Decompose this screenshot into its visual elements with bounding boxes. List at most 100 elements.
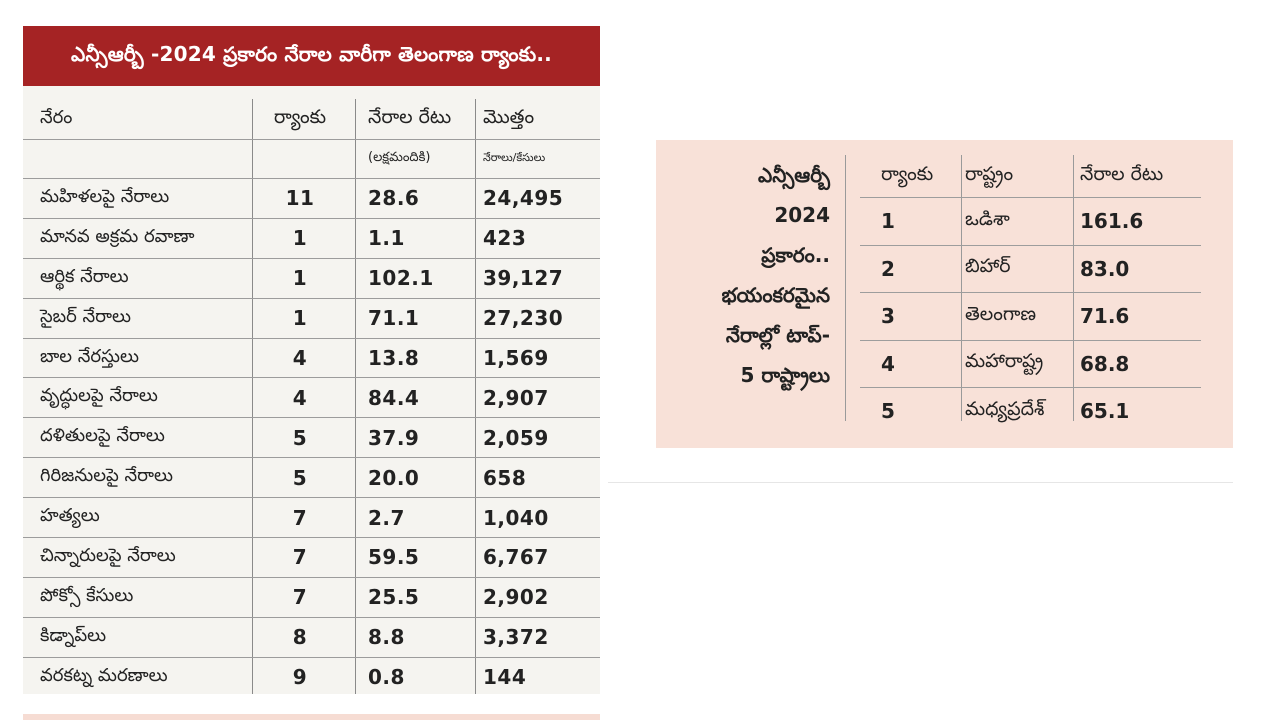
- header-total: మొత్తం: [483, 105, 535, 128]
- subheader-rate: (లక్షమందికి): [368, 150, 431, 165]
- column-divider: [1073, 155, 1074, 421]
- crime-total: 658: [483, 465, 527, 490]
- intro-line: 5 రాష్ట్రాలు: [740, 363, 830, 387]
- crime-name: గిరిజనులపై నేరాలు: [40, 465, 173, 487]
- table-row: 2 బిహార్ 83.0: [860, 246, 1201, 293]
- crime-rate: 13.8: [368, 346, 420, 370]
- crime-rate: 8.8: [368, 625, 405, 650]
- crime-rank: 7: [292, 585, 308, 610]
- table-row: 1 ఒడిశా 161.6: [860, 198, 1201, 246]
- crime-total: 2,902: [483, 585, 549, 610]
- header-rate: నేరాల రేటు: [1080, 162, 1164, 185]
- table-header-row: ర్యాంకు రాష్ట్రం నేరాల రేటు: [860, 155, 1201, 198]
- table-row: చిన్నారులపై నేరాలు 7 59.5 6,767: [23, 538, 600, 578]
- crime-name: వరకట్న మరణాలు: [40, 664, 168, 686]
- crime-name: మానవ అక్రమ రవాణా: [40, 225, 195, 247]
- intro-line: ఎన్సీఆర్బీ: [758, 163, 830, 187]
- state-rate: 83.0: [1080, 256, 1130, 281]
- crime-name: వృద్ధులపై నేరాలు: [40, 385, 158, 407]
- top5-states-table: ర్యాంకు రాష్ట్రం నేరాల రేటు 1 ఒడిశా 161.…: [860, 155, 1201, 435]
- crime-rate: 102.1: [368, 266, 434, 291]
- crime-rate: 71.1: [368, 306, 420, 331]
- header-crime: నేరం: [40, 106, 73, 128]
- crime-name: కిడ్నాప్‌లు: [40, 624, 107, 646]
- column-divider: [252, 99, 253, 694]
- header-state: రాష్ట్రం: [965, 162, 1014, 185]
- column-divider: [845, 155, 846, 421]
- crime-rank-table: నేరం ర్యాంకు నేరాల రేటు మొత్తం (లక్షమంది…: [23, 99, 600, 697]
- crime-rank: 1: [292, 306, 308, 331]
- divider: [608, 482, 1233, 483]
- crime-name: ఆర్థిక నేరాలు: [40, 265, 129, 287]
- table-row: 3 తెలంగాణ 71.6: [860, 293, 1201, 341]
- state-rank: 1: [881, 209, 895, 234]
- intro-line: భయంకరమైన: [721, 283, 830, 307]
- header-rank: ర్యాంకు: [273, 105, 327, 128]
- crime-rate: 84.4: [368, 385, 420, 410]
- state-rank: 5: [881, 399, 895, 424]
- state-rate: 68.8: [1080, 351, 1130, 376]
- crime-total: 423: [483, 226, 527, 251]
- state-rate: 65.1: [1080, 399, 1130, 424]
- state-rate: 161.6: [1080, 209, 1144, 234]
- intro-line: నేరాల్లో టాప్-: [725, 323, 830, 347]
- crime-rate: 37.9: [368, 425, 420, 450]
- crime-total: 6,767: [483, 545, 549, 570]
- crime-rate: 2.7: [368, 505, 405, 530]
- crime-rank: 4: [292, 385, 308, 410]
- crime-rank: 1: [292, 226, 308, 251]
- crime-total: 24,495: [483, 186, 564, 211]
- crime-name: బాల నేరస్తులు: [40, 345, 139, 367]
- crime-total: 27,230: [483, 306, 564, 331]
- crime-rate: 1.1: [368, 226, 405, 251]
- crime-rate: 0.8: [368, 665, 405, 690]
- intro-line: ప్రకారం..: [761, 243, 830, 267]
- telangana-crime-rank-panel: ఎన్సీఆర్బీ -2024 ప్రకారం నేరాల వారీగా తె…: [23, 26, 600, 694]
- state-name: బిహార్: [965, 255, 1011, 278]
- crime-rank: 5: [292, 465, 308, 490]
- crime-total: 1,569: [483, 346, 549, 370]
- left-table-title: ఎన్సీఆర్బీ -2024 ప్రకారం నేరాల వారీగా తె…: [23, 26, 600, 86]
- crime-name: దళితులపై నేరాలు: [40, 425, 165, 447]
- column-divider: [475, 99, 476, 694]
- crime-name: సైబర్ నేరాలు: [40, 305, 132, 327]
- crime-total: 39,127: [483, 266, 564, 291]
- crime-name: పోక్సో కేసులు: [40, 584, 134, 606]
- table-row: గిరిజనులపై నేరాలు 5 20.0 658: [23, 458, 600, 499]
- header-rank: ర్యాంకు: [881, 162, 934, 185]
- crime-name: హత్యలు: [40, 505, 100, 527]
- top5-intro-text: ఎన్సీఆర్బీ 2024 ప్రకారం.. భయంకరమైన నేరాల…: [656, 155, 830, 395]
- state-rank: 4: [881, 351, 895, 376]
- table-row: ఆర్థిక నేరాలు 1 102.1 39,127: [23, 259, 600, 299]
- table-row: వరకట్న మరణాలు 9 0.8 144: [23, 658, 600, 697]
- crime-rank: 7: [292, 545, 308, 570]
- table-header-row: నేరం ర్యాంకు నేరాల రేటు మొత్తం: [23, 99, 600, 140]
- column-divider: [355, 99, 356, 694]
- crime-rate: 28.6: [368, 186, 420, 211]
- table-row: దళితులపై నేరాలు 5 37.9 2,059: [23, 418, 600, 459]
- table-row: బాల నేరస్తులు 4 13.8 1,569: [23, 339, 600, 379]
- crime-name: మహిళలపై నేరాలు: [40, 185, 170, 207]
- crime-name: చిన్నారులపై నేరాలు: [40, 544, 176, 566]
- crime-rate: 25.5: [368, 585, 420, 610]
- crime-total: 3,372: [483, 625, 549, 650]
- state-name: మహారాష్ట్ర: [965, 350, 1044, 373]
- crime-rank: 1: [292, 266, 308, 291]
- intro-line: 2024: [774, 203, 830, 227]
- table-row: 4 మహారాష్ట్ర 68.8: [860, 341, 1201, 388]
- table-row: హత్యలు 7 2.7 1,040: [23, 498, 600, 539]
- crime-total: 144: [483, 665, 527, 690]
- crime-rank: 8: [292, 625, 308, 650]
- table-row: మహిళలపై నేరాలు 11 28.6 24,495: [23, 179, 600, 219]
- top5-states-panel: ఎన్సీఆర్బీ 2024 ప్రకారం.. భయంకరమైన నేరాల…: [656, 140, 1233, 448]
- crime-total: 1,040: [483, 505, 549, 530]
- state-name: ఒడిశా: [965, 207, 1010, 230]
- subheader-total: నేరాలు/కేసులు: [483, 151, 546, 164]
- crime-rank: 4: [292, 346, 308, 370]
- state-rank: 2: [881, 256, 895, 281]
- crime-rate: 59.5: [368, 545, 420, 570]
- table-row: సైబర్ నేరాలు 1 71.1 27,230: [23, 299, 600, 339]
- crime-rank: 7: [292, 505, 308, 530]
- crime-rank: 11: [285, 186, 315, 211]
- table-row: మానవ అక్రమ రవాణా 1 1.1 423: [23, 219, 600, 259]
